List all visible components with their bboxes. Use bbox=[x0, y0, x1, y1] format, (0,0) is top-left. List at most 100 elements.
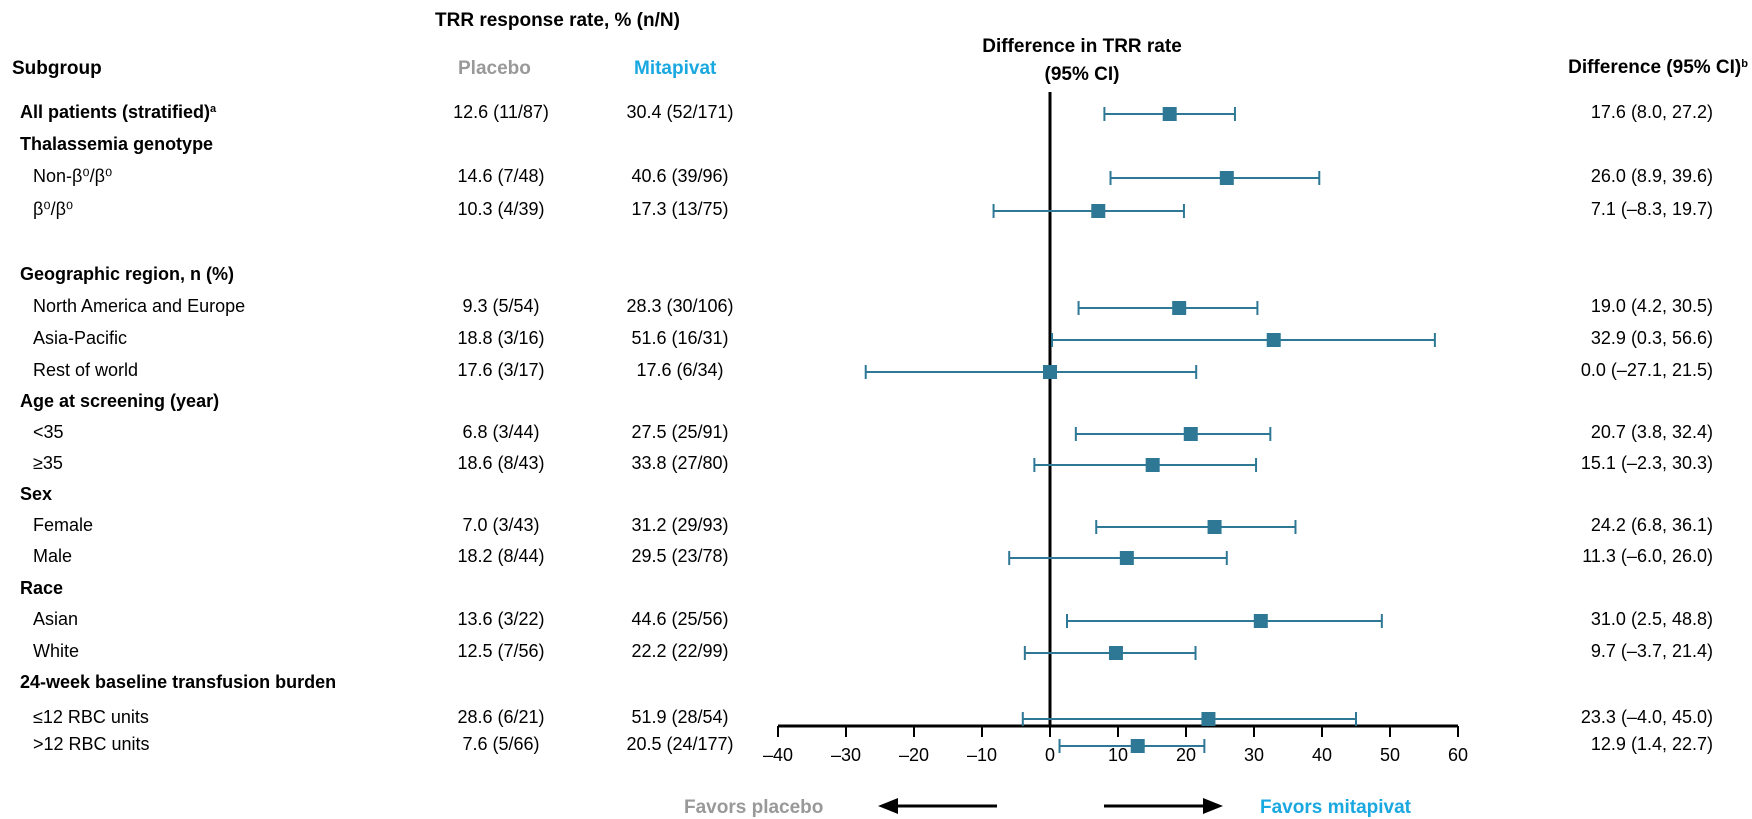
difference-header: Difference (95% CI)b bbox=[1568, 57, 1748, 79]
subgroup-label: Rest of world bbox=[33, 360, 138, 381]
placebo-rate-cell: 12.6 (11/87) bbox=[453, 102, 549, 122]
point-estimate-marker bbox=[1108, 646, 1123, 660]
point-estimate-marker bbox=[1219, 171, 1234, 185]
subgroup-label-text: Rest of world bbox=[33, 360, 139, 380]
x-tick-label: 0 bbox=[1045, 745, 1055, 765]
favors-placebo-label: Favors placebo bbox=[684, 797, 824, 818]
subgroup-label-text: <35 bbox=[33, 422, 64, 442]
x-tick-label: 40 bbox=[1312, 745, 1332, 765]
subgroup-label-text: Asia-Pacific bbox=[33, 328, 128, 348]
favors-mitapivat-arrowhead bbox=[1203, 798, 1223, 814]
subgroup-label: Thalassemia genotype bbox=[20, 134, 213, 155]
subgroup-label-text: Thalassemia genotype bbox=[20, 134, 214, 154]
point-estimate-marker bbox=[1145, 458, 1160, 472]
subgroup-label: White bbox=[33, 641, 79, 662]
difference-ci-cell: 32.9 (0.3, 56.6) bbox=[1590, 328, 1713, 348]
mitapivat-rate-cell: 44.6 (25/56) bbox=[631, 609, 729, 629]
subgroup-label-text: 24-week baseline transfusion burden bbox=[20, 672, 337, 692]
difference-ci-cell: 0.0 (–27.1, 21.5) bbox=[1580, 360, 1713, 380]
mitapivat-rate-cell: 51.9 (28/54) bbox=[631, 707, 729, 727]
diff-plot-title-line1: Difference in TRR rate bbox=[982, 36, 1182, 57]
mitapivat-rate-cell: 22.2 (22/99) bbox=[631, 641, 729, 661]
placebo-header: Placebo bbox=[458, 58, 531, 79]
subgroup-label: ≤12 RBC units bbox=[33, 707, 149, 728]
mitapivat-rate-cell: 20.5 (24/177) bbox=[626, 734, 734, 754]
mitapivat-rate-cell: 33.8 (27/80) bbox=[631, 453, 729, 473]
subgroup-label-text: Male bbox=[33, 546, 73, 566]
subgroup-label-text: ≤12 RBC units bbox=[33, 707, 149, 727]
x-tick-label: 30 bbox=[1244, 745, 1264, 765]
mitapivat-rate-cell: 17.3 (13/75) bbox=[631, 199, 729, 219]
subgroup-label-text: Age at screening (year) bbox=[20, 391, 220, 411]
point-estimate-marker bbox=[1043, 365, 1057, 379]
mitapivat-rate-cell: 40.6 (39/96) bbox=[631, 166, 729, 186]
mitapivat-rate-cell: 17.6 (6/34) bbox=[636, 360, 724, 380]
subgroup-header: Subgroup bbox=[12, 58, 102, 79]
x-tick-label: –30 bbox=[831, 745, 861, 765]
diff-plot-title-line2: (95% CI) bbox=[1044, 64, 1120, 85]
difference-ci-cell: 7.1 (–8.3, 19.7) bbox=[1590, 199, 1713, 219]
point-estimate-marker bbox=[1162, 107, 1177, 121]
placebo-rate-cell: 6.8 (3/44) bbox=[462, 422, 540, 442]
subgroup-label-text: Sex bbox=[20, 484, 53, 504]
point-estimate-marker bbox=[1183, 427, 1198, 441]
difference-ci-cell: 11.3 (–6.0, 26.0) bbox=[1582, 546, 1713, 566]
subgroup-label-text: >12 RBC units bbox=[33, 734, 150, 754]
placebo-rate-cell: 17.6 (3/17) bbox=[457, 360, 545, 380]
placebo-rate-cell: 18.8 (3/16) bbox=[457, 328, 545, 348]
placebo-rate-cell: 14.6 (7/48) bbox=[457, 166, 545, 186]
subgroup-label-text: Asian bbox=[33, 609, 79, 629]
difference-ci-cell: 26.0 (8.9, 39.6) bbox=[1590, 166, 1713, 186]
subgroup-label-text: β⁰/β⁰ bbox=[33, 199, 74, 219]
subgroup-label: >12 RBC units bbox=[33, 734, 150, 755]
point-estimate-marker bbox=[1091, 204, 1106, 218]
subgroup-label-text: White bbox=[33, 641, 80, 661]
point-estimate-marker bbox=[1253, 614, 1268, 628]
mitapivat-rate-cell: 31.2 (29/93) bbox=[631, 515, 729, 535]
x-tick-label: –40 bbox=[763, 745, 793, 765]
subgroup-label-text: Geographic region, n (%) bbox=[20, 264, 235, 284]
subgroup-label-text: Race bbox=[20, 578, 64, 598]
subgroup-label: <35 bbox=[33, 422, 64, 443]
subgroup-label-text: All patients (stratified) bbox=[20, 102, 211, 122]
mitapivat-rate-cell: 29.5 (23/78) bbox=[631, 546, 729, 566]
point-estimate-marker bbox=[1130, 739, 1145, 753]
placebo-rate-cell: 9.3 (5/54) bbox=[462, 296, 540, 316]
response-rate-header: TRR response rate, % (n/N) bbox=[435, 10, 680, 31]
point-estimate-marker bbox=[1119, 551, 1134, 565]
subgroup-label-text: Non-β⁰/β⁰ bbox=[33, 166, 113, 186]
subgroup-label: All patients (stratified)a bbox=[20, 102, 216, 123]
mitapivat-rate-cell: 28.3 (30/106) bbox=[626, 296, 734, 316]
placebo-rate-cell: 12.5 (7/56) bbox=[457, 641, 545, 661]
subgroup-label: β⁰/β⁰ bbox=[33, 199, 73, 220]
subgroup-label: Asia-Pacific bbox=[33, 328, 127, 349]
point-estimate-marker bbox=[1201, 712, 1216, 726]
x-tick-label: –20 bbox=[899, 745, 929, 765]
subgroup-label: Sex bbox=[20, 484, 52, 505]
difference-ci-cell: 31.0 (2.5, 48.8) bbox=[1590, 609, 1713, 629]
mitapivat-header: Mitapivat bbox=[634, 58, 717, 79]
subgroup-label: Age at screening (year) bbox=[20, 391, 219, 412]
footnote-marker: a bbox=[210, 103, 217, 115]
difference-ci-cell: 19.0 (4.2, 30.5) bbox=[1590, 296, 1713, 316]
subgroup-label: Non-β⁰/β⁰ bbox=[33, 166, 112, 187]
difference-ci-cell: 20.7 (3.8, 32.4) bbox=[1590, 422, 1713, 442]
placebo-rate-cell: 10.3 (4/39) bbox=[457, 199, 545, 219]
subgroup-label: Female bbox=[33, 515, 93, 536]
x-tick-label: –10 bbox=[967, 745, 997, 765]
mitapivat-rate-cell: 27.5 (25/91) bbox=[631, 422, 729, 442]
difference-ci-cell: 17.6 (8.0, 27.2) bbox=[1590, 102, 1713, 122]
placebo-rate-cell: 18.6 (8/43) bbox=[457, 453, 545, 473]
difference-ci-cell: 23.3 (–4.0, 45.0) bbox=[1580, 707, 1713, 727]
mitapivat-rate-cell: 30.4 (52/171) bbox=[626, 102, 734, 122]
x-tick-label: 20 bbox=[1176, 745, 1196, 765]
subgroup-label-text: North America and Europe bbox=[33, 296, 246, 316]
subgroup-label-text: ≥35 bbox=[33, 453, 63, 473]
subgroup-label: 24-week baseline transfusion burden bbox=[20, 672, 336, 693]
subgroup-label: ≥35 bbox=[33, 453, 63, 474]
subgroup-label: North America and Europe bbox=[33, 296, 245, 317]
favors-mitapivat-label: Favors mitapivat bbox=[1260, 797, 1411, 818]
mitapivat-rate-cell: 51.6 (16/31) bbox=[631, 328, 729, 348]
point-estimate-marker bbox=[1172, 301, 1187, 315]
